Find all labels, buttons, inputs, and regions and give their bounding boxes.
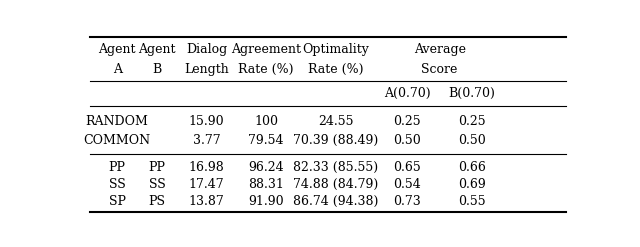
Text: B(0.70): B(0.70): [449, 87, 495, 100]
Text: COMMON: COMMON: [84, 134, 151, 147]
Text: 82.33 (85.55): 82.33 (85.55): [293, 161, 378, 174]
Text: Dialog: Dialog: [186, 43, 227, 56]
Text: Length: Length: [184, 63, 229, 76]
Text: B: B: [152, 63, 161, 76]
Text: 100: 100: [254, 115, 278, 128]
Text: 79.54: 79.54: [248, 134, 284, 147]
Text: 13.87: 13.87: [189, 195, 225, 208]
Text: SS: SS: [109, 178, 125, 191]
Text: 74.88 (84.79): 74.88 (84.79): [293, 178, 378, 191]
Text: PS: PS: [148, 195, 165, 208]
Text: 24.55: 24.55: [317, 115, 353, 128]
Text: 0.54: 0.54: [394, 178, 421, 191]
Text: 0.65: 0.65: [394, 161, 421, 174]
Text: A: A: [113, 63, 122, 76]
Text: 0.50: 0.50: [394, 134, 421, 147]
Text: Optimality: Optimality: [302, 43, 369, 56]
Text: 3.77: 3.77: [193, 134, 220, 147]
Text: Rate (%): Rate (%): [308, 63, 363, 76]
Text: 0.25: 0.25: [394, 115, 421, 128]
Text: Score: Score: [421, 63, 458, 76]
Text: PP: PP: [148, 161, 165, 174]
Text: 0.50: 0.50: [458, 134, 486, 147]
Text: Agreement: Agreement: [231, 43, 301, 56]
Text: 88.31: 88.31: [248, 178, 284, 191]
Text: Rate (%): Rate (%): [238, 63, 294, 76]
Text: 15.90: 15.90: [189, 115, 224, 128]
Text: 0.69: 0.69: [458, 178, 486, 191]
Text: SS: SS: [148, 178, 165, 191]
Text: Agent: Agent: [99, 43, 136, 56]
Text: A(0.70): A(0.70): [384, 87, 431, 100]
Text: 96.24: 96.24: [248, 161, 284, 174]
Text: 0.25: 0.25: [458, 115, 486, 128]
Text: 70.39 (88.49): 70.39 (88.49): [293, 134, 378, 147]
Text: 86.74 (94.38): 86.74 (94.38): [292, 195, 378, 208]
Text: Average: Average: [413, 43, 466, 56]
Text: PP: PP: [109, 161, 125, 174]
Text: SP: SP: [109, 195, 125, 208]
Text: 16.98: 16.98: [189, 161, 225, 174]
Text: RANDOM: RANDOM: [86, 115, 148, 128]
Text: Agent: Agent: [138, 43, 175, 56]
Text: 0.55: 0.55: [458, 195, 486, 208]
Text: 0.73: 0.73: [394, 195, 421, 208]
Text: 17.47: 17.47: [189, 178, 224, 191]
Text: 91.90: 91.90: [248, 195, 284, 208]
Text: 0.66: 0.66: [458, 161, 486, 174]
